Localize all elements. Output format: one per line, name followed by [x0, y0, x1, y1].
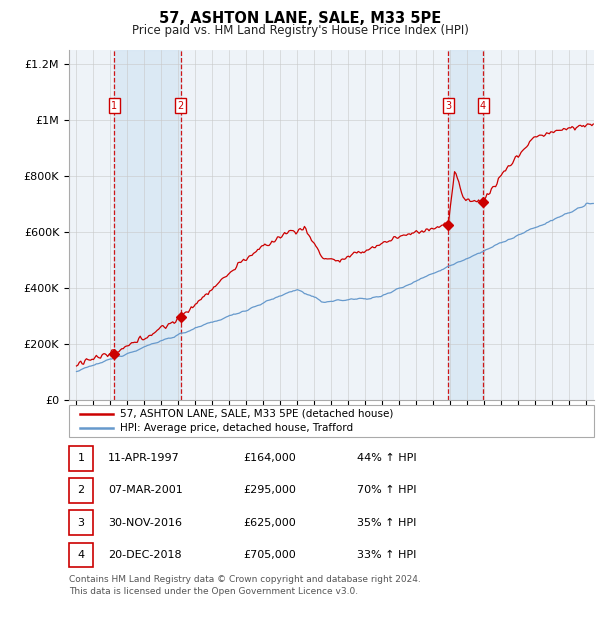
Text: 1: 1: [77, 453, 85, 463]
Text: £705,000: £705,000: [243, 550, 296, 560]
Text: Contains HM Land Registry data © Crown copyright and database right 2024.: Contains HM Land Registry data © Crown c…: [69, 575, 421, 584]
Text: 11-APR-1997: 11-APR-1997: [108, 453, 180, 463]
Text: 57, ASHTON LANE, SALE, M33 5PE: 57, ASHTON LANE, SALE, M33 5PE: [159, 11, 441, 26]
Text: 3: 3: [445, 100, 451, 110]
Bar: [114, 50, 181, 400]
Text: 44% ↑ HPI: 44% ↑ HPI: [357, 453, 416, 463]
Text: £295,000: £295,000: [243, 485, 296, 495]
Text: This data is licensed under the Open Government Licence v3.0.: This data is licensed under the Open Gov…: [69, 587, 358, 596]
Text: £625,000: £625,000: [243, 518, 296, 528]
Text: £164,000: £164,000: [243, 453, 296, 463]
Text: Price paid vs. HM Land Registry's House Price Index (HPI): Price paid vs. HM Land Registry's House …: [131, 24, 469, 37]
Text: 33% ↑ HPI: 33% ↑ HPI: [357, 550, 416, 560]
Text: 35% ↑ HPI: 35% ↑ HPI: [357, 518, 416, 528]
Text: 30-NOV-2016: 30-NOV-2016: [108, 518, 182, 528]
Text: 4: 4: [77, 550, 85, 560]
Text: 2: 2: [178, 100, 184, 110]
Text: 57, ASHTON LANE, SALE, M33 5PE (detached house): 57, ASHTON LANE, SALE, M33 5PE (detached…: [120, 409, 394, 419]
Text: 3: 3: [77, 518, 85, 528]
Text: 4: 4: [480, 100, 486, 110]
Bar: [448, 50, 483, 400]
Text: HPI: Average price, detached house, Trafford: HPI: Average price, detached house, Traf…: [120, 423, 353, 433]
Text: 07-MAR-2001: 07-MAR-2001: [108, 485, 183, 495]
Text: 20-DEC-2018: 20-DEC-2018: [108, 550, 182, 560]
Text: 2: 2: [77, 485, 85, 495]
Text: 70% ↑ HPI: 70% ↑ HPI: [357, 485, 416, 495]
Text: 1: 1: [111, 100, 117, 110]
